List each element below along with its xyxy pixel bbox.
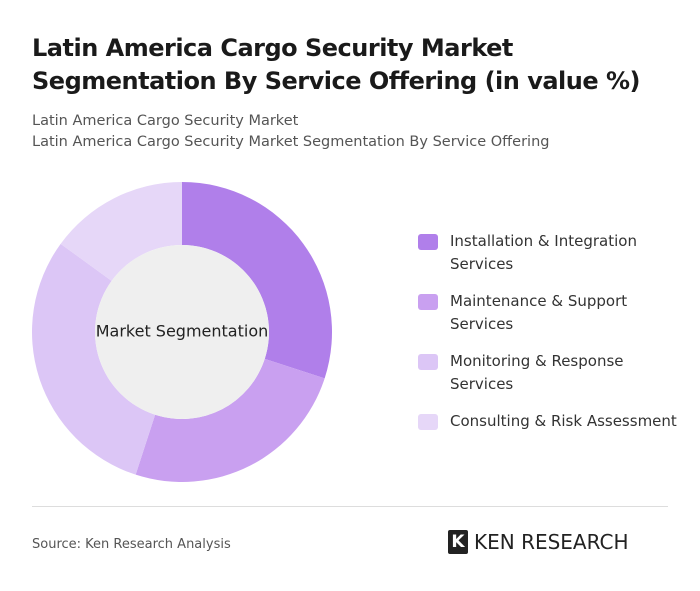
legend-item: Consulting & Risk Assessment [418, 410, 678, 433]
legend-label: Monitoring & Response Services [450, 352, 624, 393]
donut-slice [135, 358, 325, 482]
legend: Installation & Integration Services Maint… [418, 230, 678, 447]
donut-center [95, 245, 269, 419]
divider [32, 506, 668, 507]
donut-slice [60, 182, 183, 281]
chart: Market Segmentation [32, 182, 332, 482]
legend-label: Consulting & Risk Assessment [450, 412, 677, 430]
brand-name: KEN RESEARCH [474, 530, 629, 554]
logo-icon: K [448, 530, 468, 554]
legend-item: Maintenance & Support Services [418, 290, 678, 336]
chart-title: Latin America Cargo Security Market Segm… [32, 34, 641, 95]
legend-label: Maintenance & Support Services [450, 292, 628, 333]
legend-item: Installation & Integration Services [418, 230, 678, 276]
subtitle: Latin America Cargo Security Market [32, 113, 299, 129]
legend-swatch [418, 414, 438, 430]
legend-swatch [418, 354, 438, 370]
center-label: Market Segmentation [96, 322, 269, 341]
donut-slice [182, 182, 332, 379]
donut-slice [32, 243, 156, 475]
legend-item: Monitoring & Response Services [418, 350, 678, 396]
source: Source: Ken Research Analysis [32, 537, 231, 552]
legend-swatch [418, 234, 438, 250]
legend-swatch [418, 294, 438, 310]
brand: K KEN RESEARCH [448, 530, 629, 554]
legend-label: Installation & Integration Services [450, 232, 637, 273]
subtitle: Latin America Cargo Security Market Segm… [32, 134, 550, 150]
